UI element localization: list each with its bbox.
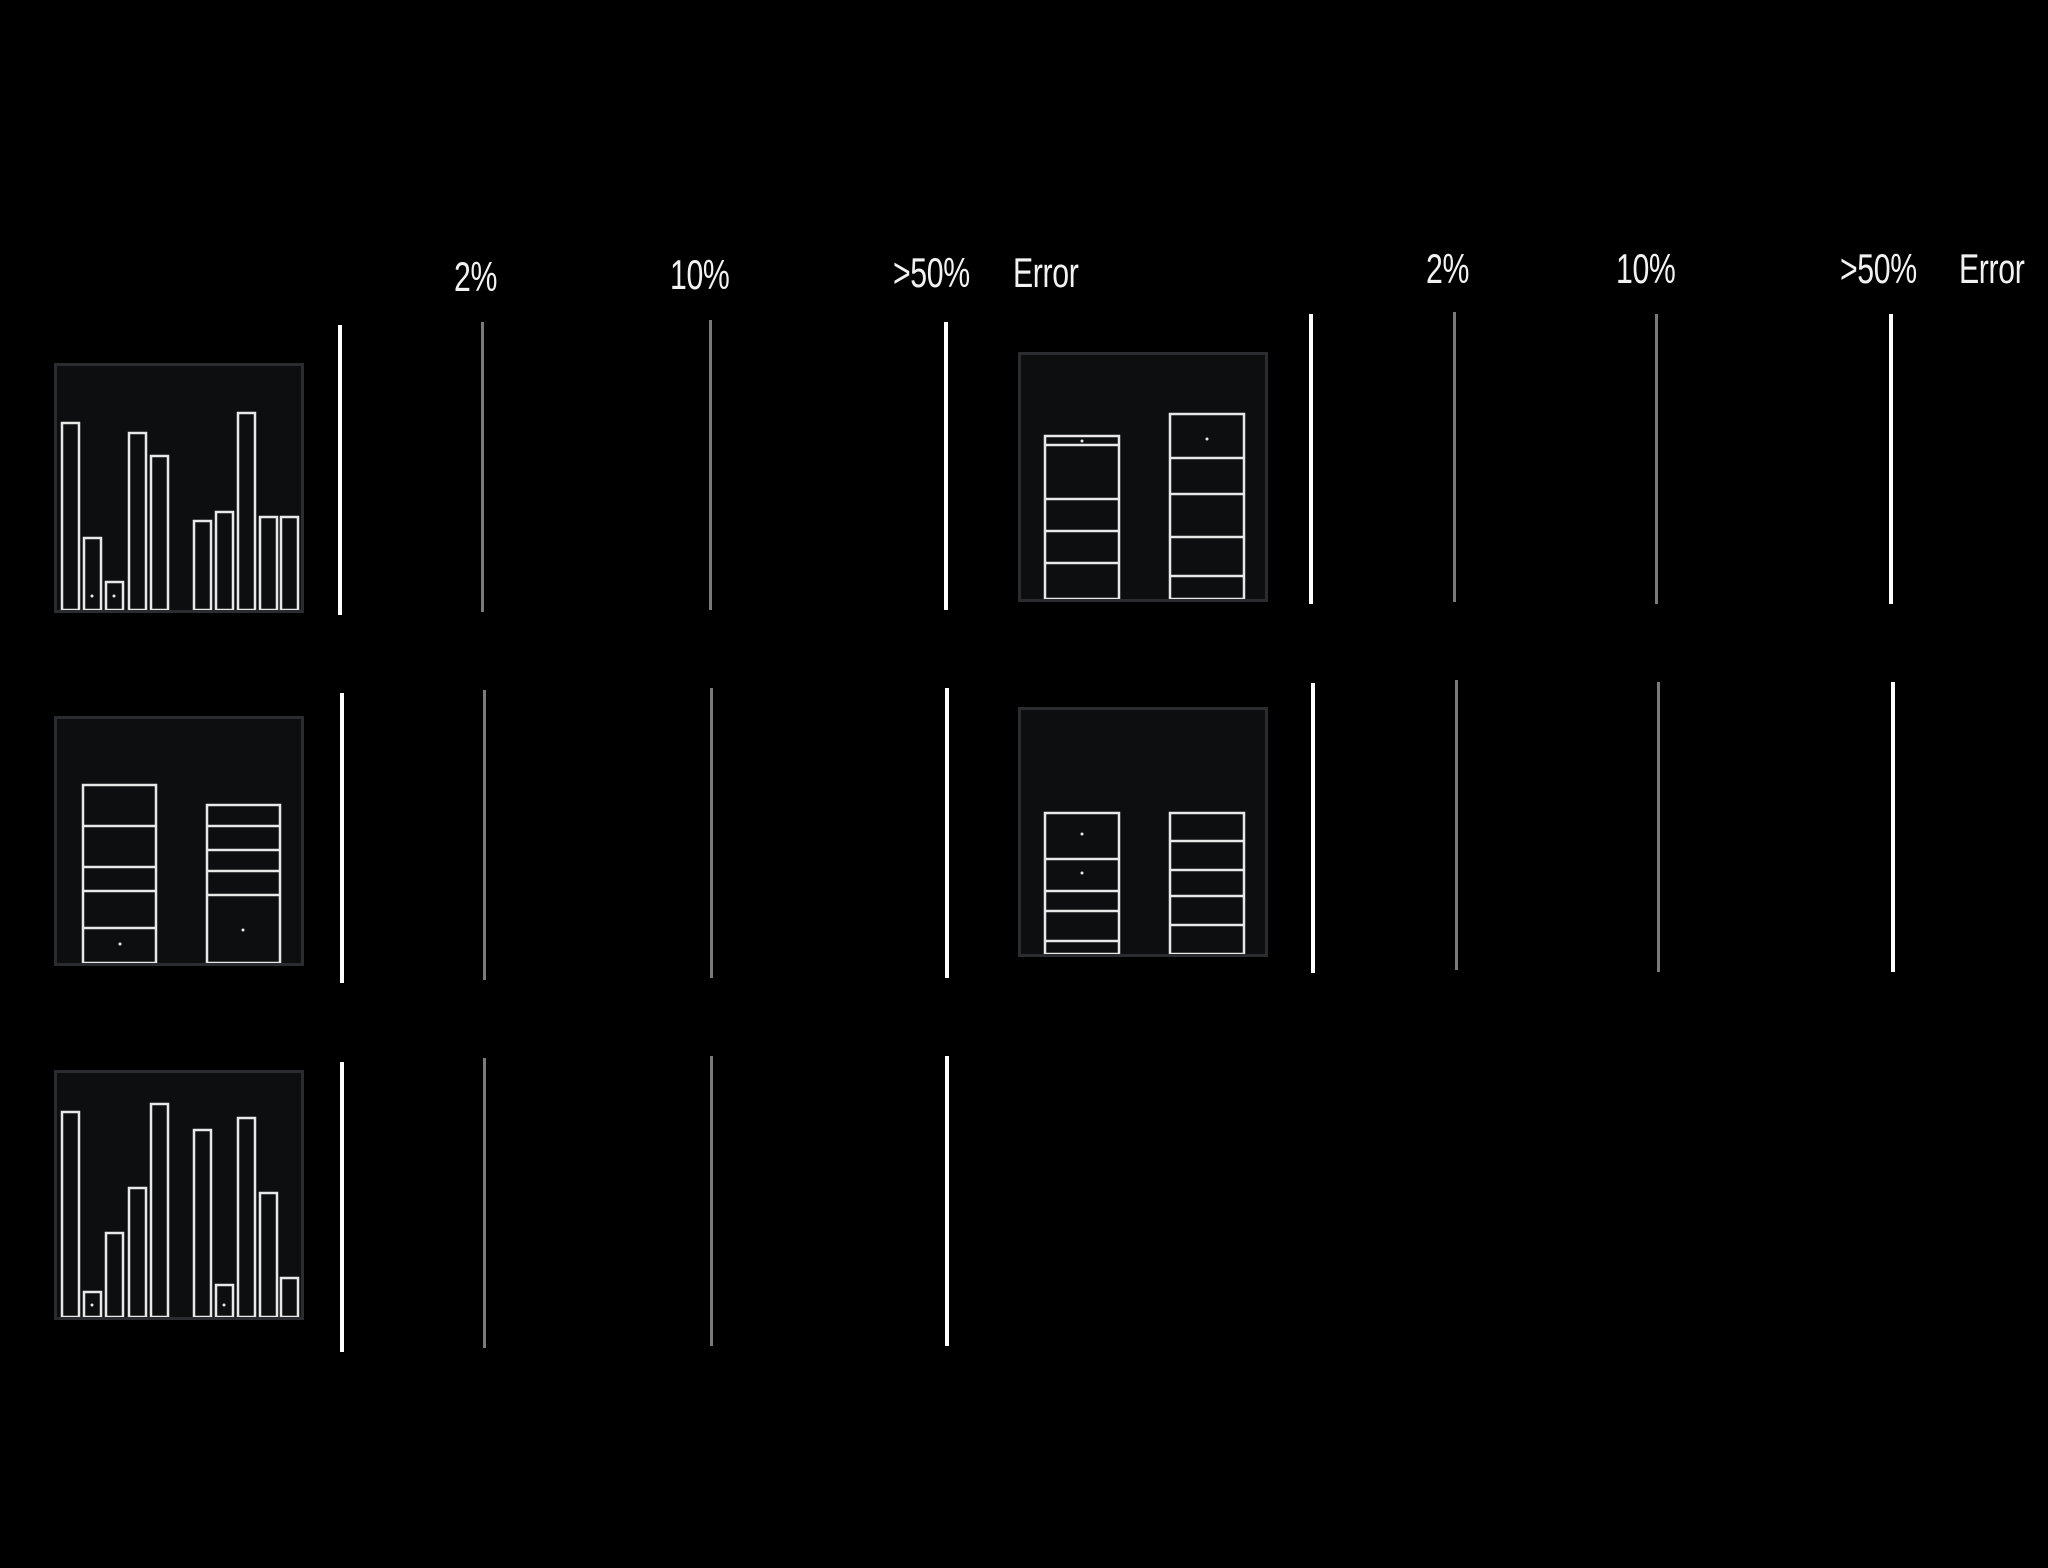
stacked-bar-thumbnail-3-svg bbox=[1043, 811, 1246, 954]
stacked-bar-thumbnail-1 bbox=[54, 716, 304, 966]
bar bbox=[236, 1116, 257, 1317]
bar bbox=[104, 1231, 125, 1317]
marker-dot bbox=[118, 942, 122, 946]
stacked-bar-thumbnail-2 bbox=[1018, 352, 1268, 602]
marker-dot bbox=[222, 1303, 226, 1307]
marker-dot bbox=[112, 594, 116, 598]
bar bbox=[279, 1276, 300, 1317]
stacked-bar-thumbnail-1-svg bbox=[81, 783, 282, 963]
stacked-bar bbox=[1043, 811, 1121, 954]
stacked-bar bbox=[1043, 434, 1121, 599]
bar bbox=[192, 519, 213, 610]
threshold-line-2pct bbox=[483, 690, 486, 980]
left-header-2pct: 2% bbox=[454, 253, 497, 300]
bar bbox=[214, 510, 235, 610]
bar bbox=[236, 411, 257, 610]
marker-dot bbox=[1080, 871, 1084, 875]
bar bbox=[149, 454, 170, 610]
threshold-line-50pct bbox=[944, 322, 948, 610]
baseline-line bbox=[340, 1062, 344, 1352]
bar bbox=[82, 1290, 103, 1317]
threshold-line-10pct bbox=[709, 320, 712, 610]
marker-dot bbox=[90, 1303, 94, 1307]
threshold-line-2pct bbox=[481, 322, 484, 612]
left-header-10pct: 10% bbox=[670, 251, 730, 298]
bar-chart-thumbnail-2-svg bbox=[60, 1102, 300, 1317]
bar bbox=[214, 1283, 235, 1317]
bar bbox=[127, 431, 148, 610]
threshold-line-50pct bbox=[1891, 682, 1895, 972]
baseline-line bbox=[338, 325, 342, 615]
stacked-bar bbox=[1168, 412, 1246, 599]
threshold-line-50pct bbox=[1889, 314, 1893, 604]
threshold-line-2pct bbox=[483, 1058, 486, 1348]
bar bbox=[149, 1102, 170, 1317]
bar bbox=[279, 515, 300, 610]
bar bbox=[192, 1128, 213, 1317]
bar-chart-thumbnail-1-svg bbox=[60, 411, 300, 610]
marker-dot bbox=[1205, 437, 1209, 441]
threshold-line-50pct bbox=[945, 688, 949, 978]
threshold-line-2pct bbox=[1455, 680, 1458, 970]
left-header-50pct: >50% bbox=[893, 249, 970, 296]
right-header-10pct: 10% bbox=[1616, 245, 1676, 292]
threshold-line-10pct bbox=[1655, 314, 1658, 604]
bar-chart-thumbnail-2 bbox=[54, 1070, 304, 1320]
marker-dot bbox=[1080, 832, 1084, 836]
right-header-50pct: >50% bbox=[1840, 245, 1917, 292]
baseline-line bbox=[1311, 683, 1315, 973]
bar bbox=[127, 1186, 148, 1317]
stacked-bar bbox=[81, 783, 158, 963]
right-header-2pct: 2% bbox=[1426, 245, 1469, 292]
threshold-line-50pct bbox=[945, 1056, 949, 1346]
stacked-bar bbox=[205, 803, 282, 963]
threshold-line-2pct bbox=[1453, 312, 1456, 602]
threshold-line-10pct bbox=[710, 1056, 713, 1346]
bar bbox=[258, 515, 279, 610]
threshold-line-10pct bbox=[1657, 682, 1660, 972]
bar-chart-thumbnail-1 bbox=[54, 363, 304, 613]
threshold-line-10pct bbox=[710, 688, 713, 978]
bar bbox=[60, 1110, 81, 1317]
marker-dot bbox=[1080, 439, 1084, 443]
bar bbox=[104, 580, 125, 610]
bar bbox=[258, 1191, 279, 1317]
stacked-bar-thumbnail-3 bbox=[1018, 707, 1268, 957]
marker-dot bbox=[90, 594, 94, 598]
stacked-bar-thumbnail-2-svg bbox=[1043, 412, 1246, 599]
left-header-error: Error bbox=[1013, 249, 1079, 296]
right-header-error: Error bbox=[1959, 245, 2025, 292]
bar bbox=[82, 536, 103, 610]
baseline-line bbox=[1309, 314, 1313, 604]
baseline-line bbox=[340, 693, 344, 983]
marker-dot bbox=[241, 928, 245, 932]
bar bbox=[60, 421, 81, 610]
stacked-bar bbox=[1168, 811, 1246, 954]
